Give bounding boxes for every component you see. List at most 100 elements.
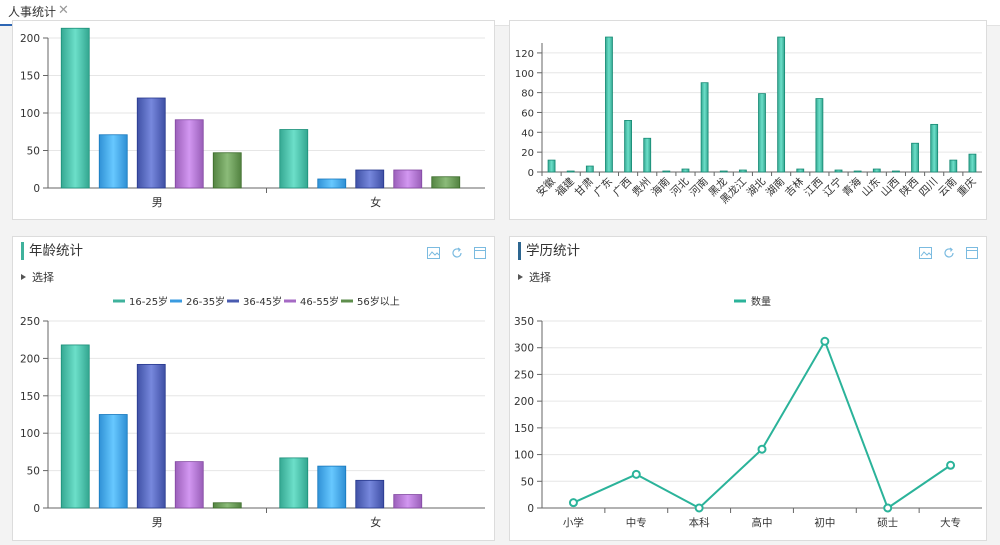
- bar: [815, 98, 824, 173]
- age-panel: 年龄统计 选择 16-25岁 26-35岁 36-45岁 46-55岁 56岁以上 0 50…: [12, 236, 495, 541]
- age-select-toggle[interactable]: 选择: [21, 269, 54, 285]
- x-tick-label: 重庆: [955, 175, 979, 199]
- x-tick-label: 贵州: [629, 175, 653, 199]
- x-tick-label: 云南: [935, 175, 959, 199]
- bar: [662, 170, 671, 173]
- bar: [930, 123, 939, 173]
- bar: [279, 129, 309, 189]
- data-point: [568, 498, 578, 508]
- bar: [758, 93, 766, 173]
- y-tick-label: 100: [514, 450, 534, 462]
- bar: [700, 82, 709, 173]
- y-tick-label: 150: [20, 71, 40, 83]
- y-tick-label: 100: [20, 428, 40, 440]
- bar: [796, 168, 805, 173]
- x-tick-label: 中专: [626, 516, 647, 529]
- bar: [212, 502, 242, 509]
- y-tick-label: 0: [528, 168, 534, 179]
- bar: [681, 168, 690, 173]
- data-view-icon[interactable]: [966, 247, 978, 259]
- province-panel: 0 20 40 60 80 100 120 安徽 福建 甘肃 广东 广西 贵州 海南 河北 河南 黑龙 黑龙江 湖北…: [509, 20, 987, 220]
- bar: [585, 165, 594, 173]
- save-image-icon[interactable]: [918, 247, 932, 259]
- data-point: [694, 503, 704, 513]
- caret-right-icon: [518, 274, 523, 280]
- refresh-icon[interactable]: [943, 247, 955, 259]
- bar: [624, 120, 632, 173]
- y-tick-label: 60: [521, 108, 534, 119]
- x-tick-label: 男: [152, 196, 163, 209]
- series-line: [573, 338, 952, 510]
- province-bar-chart: 020406080100120安徽福建甘肃广东广西贵州海南河北河南黑龙黑龙江湖北…: [515, 36, 982, 206]
- y-tick-label: 20: [521, 148, 534, 159]
- bar: [719, 170, 728, 173]
- close-icon[interactable]: ✕: [58, 3, 69, 18]
- x-tick-label: 女: [370, 195, 381, 209]
- x-tick-label: 男: [152, 516, 163, 529]
- x-tick-label: 广东: [591, 175, 615, 199]
- x-tick-label: 甘肃: [572, 175, 596, 199]
- select-label: 选择: [529, 271, 551, 284]
- legend-label: 56岁以上: [357, 295, 400, 308]
- bar: [212, 152, 242, 189]
- legend-label: 数量: [751, 295, 771, 308]
- y-tick-label: 0: [33, 183, 40, 195]
- y-tick-label: 50: [27, 146, 40, 158]
- x-tick-label: 青海: [840, 175, 864, 199]
- bar: [566, 170, 575, 173]
- gender-panel: 0 50 100 150 200 男 女: [12, 20, 495, 220]
- y-tick-label: 0: [527, 503, 534, 515]
- x-tick-label: 初中: [814, 516, 835, 529]
- y-tick-label: 40: [521, 128, 534, 139]
- bar: [892, 170, 900, 173]
- legend-label: 36-45岁: [243, 295, 282, 308]
- x-tick-label: 硕士: [877, 516, 898, 529]
- bar: [949, 159, 958, 173]
- y-tick-label: 250: [514, 369, 534, 381]
- bar: [605, 36, 613, 173]
- x-tick-label: 本科: [689, 516, 711, 529]
- y-tick-label: 150: [514, 423, 534, 435]
- education-select-toggle[interactable]: 选择: [518, 269, 551, 285]
- x-tick-label: 河南: [687, 175, 711, 199]
- bar: [317, 465, 347, 509]
- bar: [738, 169, 747, 173]
- data-point: [757, 444, 767, 454]
- data-view-icon[interactable]: [474, 247, 486, 259]
- refresh-icon[interactable]: [451, 247, 463, 259]
- legend-label: 16-25岁: [129, 295, 168, 308]
- y-tick-label: 100: [515, 69, 534, 80]
- bar: [643, 137, 652, 173]
- age-panel-title: 年龄统计: [21, 242, 83, 260]
- y-tick-label: 50: [521, 476, 534, 488]
- bar: [279, 457, 309, 509]
- x-tick-label: 湖北: [745, 175, 769, 199]
- save-image-icon[interactable]: [426, 247, 440, 259]
- y-tick-label: 80: [521, 89, 534, 100]
- y-tick-label: 100: [20, 108, 40, 120]
- panel-toolbar: [421, 244, 486, 259]
- legend-label: 46-55岁: [300, 295, 339, 308]
- bar: [136, 97, 166, 189]
- y-tick-label: 250: [20, 316, 40, 328]
- bar: [174, 461, 204, 509]
- bar: [393, 169, 423, 189]
- bar: [98, 414, 128, 509]
- education-panel-title: 学历统计: [518, 242, 580, 260]
- x-tick-label: 四川: [917, 176, 940, 199]
- x-tick-label: 吉林: [782, 175, 806, 199]
- bar: [777, 36, 786, 173]
- data-point: [946, 460, 956, 470]
- y-tick-label: 300: [514, 343, 534, 355]
- bar: [174, 119, 204, 189]
- bar: [355, 169, 385, 189]
- bar: [853, 170, 862, 173]
- panel-toolbar: [913, 244, 978, 259]
- y-tick-label: 200: [20, 33, 40, 45]
- bar: [60, 344, 90, 509]
- education-line-chart: 数量 0 50 100 150 200 250 300 350 小学 中专 本科 高中 初中 硕士 大专: [514, 295, 982, 529]
- bar: [136, 363, 166, 509]
- select-label: 选择: [32, 271, 54, 284]
- y-tick-label: 350: [514, 316, 534, 328]
- x-tick-label: 山东: [859, 175, 883, 199]
